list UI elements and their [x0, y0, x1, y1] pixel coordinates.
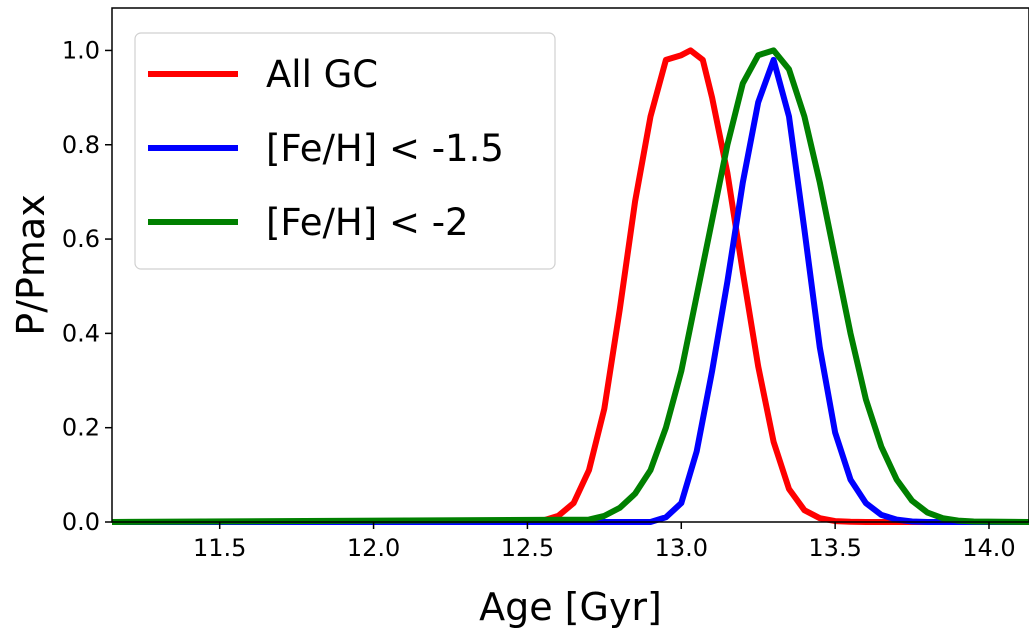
x-tick-label: 12.0: [347, 534, 400, 562]
x-axis-label: Age [Gyr]: [479, 585, 662, 628]
x-tick-label: 13.0: [655, 534, 708, 562]
legend: All GC [Fe/H] < -1.5 [Fe/H] < -2: [134, 32, 556, 270]
y-tick-label: 1.0: [62, 36, 100, 64]
legend-items: All GC [Fe/H] < -1.5 [Fe/H] < -2: [148, 53, 504, 244]
legend-label-3: [Fe/H] < -2: [266, 201, 469, 244]
series-line-2: [112, 56, 1029, 525]
x-tick-label: 14.0: [962, 534, 1015, 562]
y-tick-label: 0.2: [62, 414, 100, 442]
x-tick-label: 11.5: [193, 534, 246, 562]
y-tick-label: 0.4: [62, 319, 100, 347]
x-axis: 11.5 12.0 12.5 13.0 13.5 14.0: [193, 522, 1016, 562]
y-tick-label: 0.8: [62, 131, 100, 159]
x-tick-label: 13.5: [808, 534, 861, 562]
plot-frame: [111, 7, 1029, 523]
y-axis: 0.0 0.2 0.4 0.6 0.8 1.0: [62, 36, 112, 536]
series-line-1: [112, 47, 1029, 525]
y-axis-label: P/Pmax: [9, 194, 53, 335]
legend-label-1: All GC: [266, 53, 378, 96]
y-tick-label: 0.0: [62, 508, 100, 536]
series-line-3: [111, 47, 1029, 525]
legend-box: [134, 32, 556, 270]
legend-label-2: [Fe/H] < -1.5: [266, 127, 504, 170]
x-tick-label: 12.5: [501, 534, 554, 562]
y-tick-label: 0.6: [62, 225, 100, 253]
series-layer: [111, 47, 1029, 525]
